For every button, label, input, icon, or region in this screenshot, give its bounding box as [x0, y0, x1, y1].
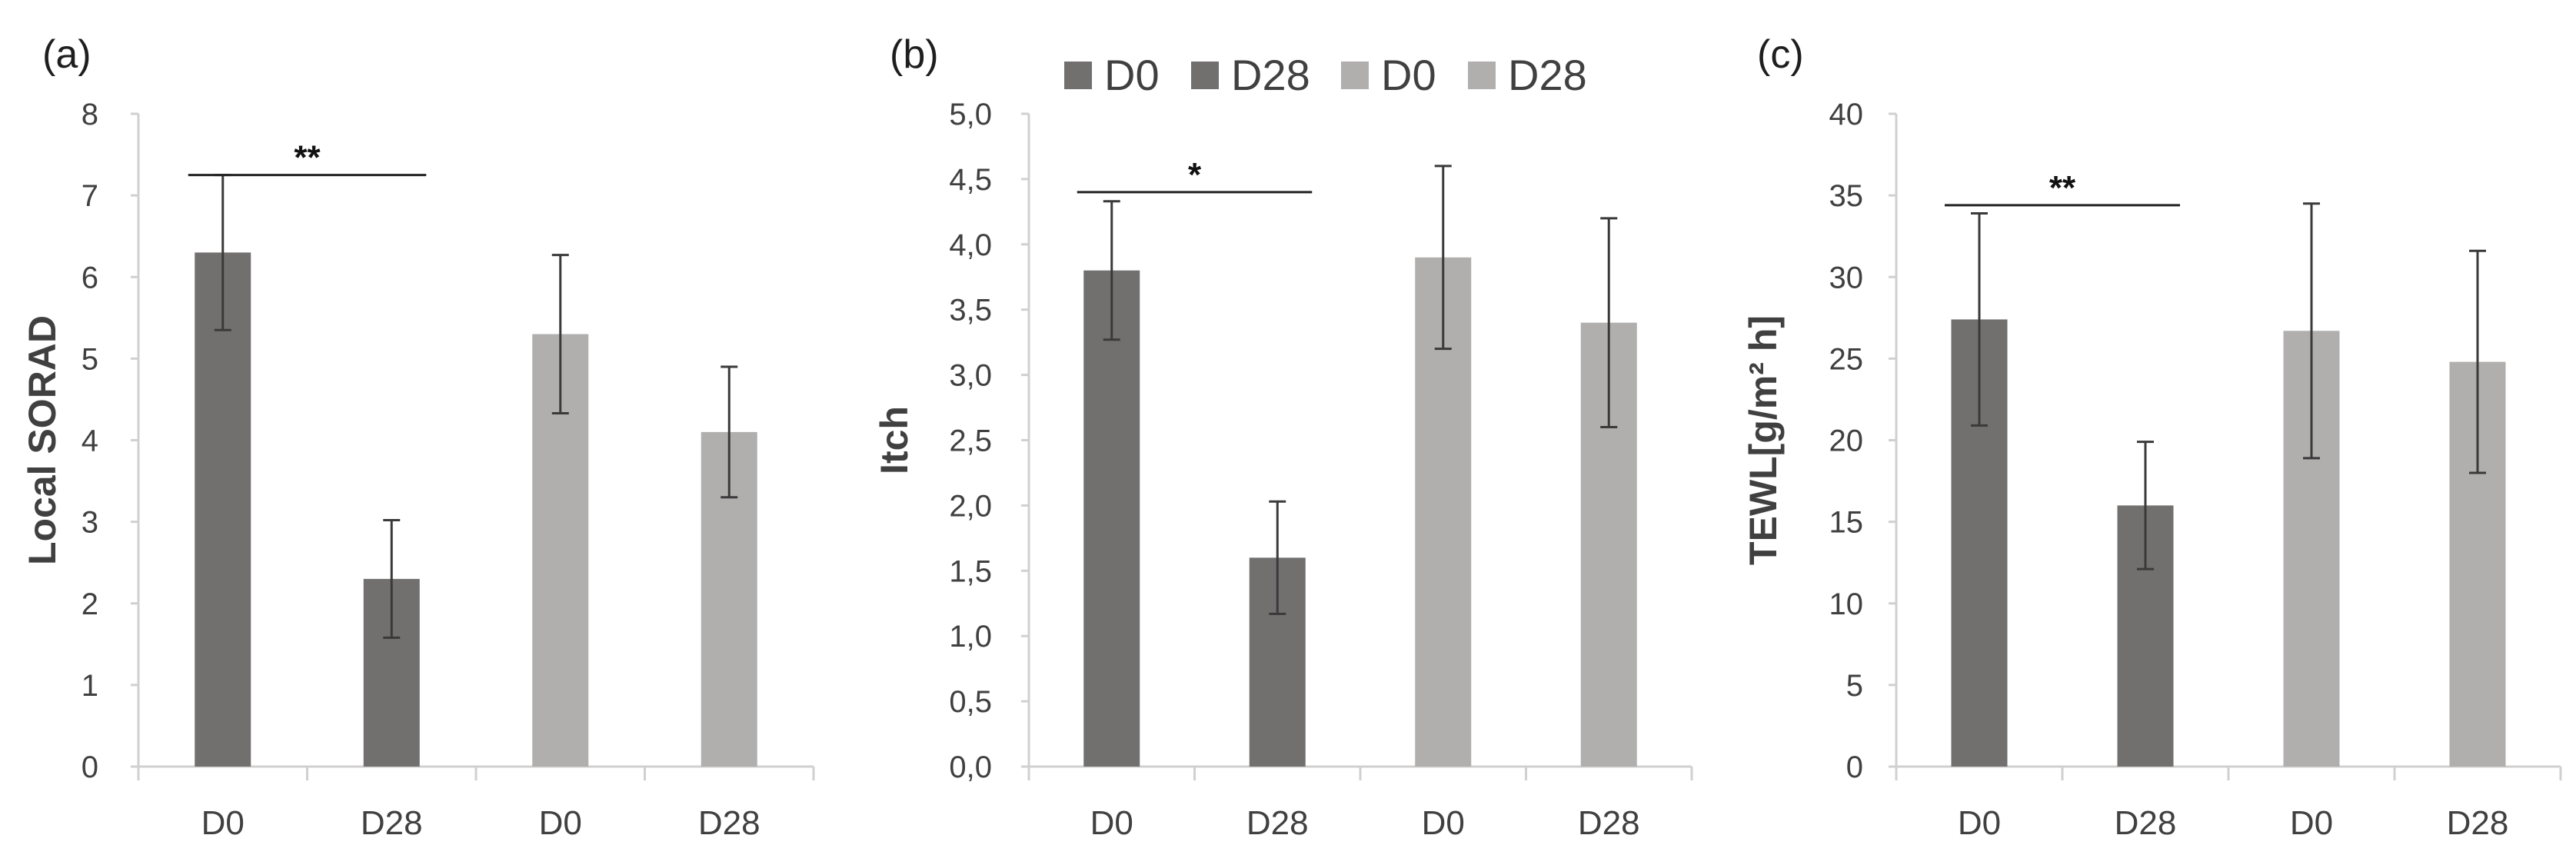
- x-category-label-2: D0: [539, 804, 582, 842]
- y-axis-label: Itch: [873, 406, 916, 474]
- y-tick-label: 0,0: [949, 750, 992, 784]
- y-tick-label: 15: [1829, 506, 1864, 540]
- y-tick-label: 2: [82, 587, 98, 621]
- y-tick-label: 6: [82, 261, 98, 294]
- y-tick-label: 0: [1846, 750, 1863, 784]
- y-tick-label: 5,0: [949, 98, 992, 131]
- panel-b: (b) Itch 0,0 0,5 1,0 1,5 2,0 2,5 3,0 3,5 4,0 4,5 5,0…: [873, 32, 1693, 842]
- y-tick-label: 3: [82, 506, 98, 540]
- legend-swatch-0: [1064, 62, 1092, 89]
- y-tick-label: 2,5: [949, 424, 992, 458]
- x-category-label-0: D0: [201, 804, 245, 842]
- x-category-label-0: D0: [1958, 804, 2001, 842]
- panel-label: (c): [1757, 32, 1804, 77]
- x-category-label-0: D0: [1090, 804, 1133, 842]
- y-tick-label: 5: [82, 342, 98, 376]
- x-category-label-1: D28: [1246, 804, 1309, 842]
- legend-label-1: D28: [1231, 51, 1310, 99]
- x-category-label-2: D0: [1422, 804, 1465, 842]
- y-tick-label: 40: [1829, 98, 1864, 131]
- y-tick-label: 1,0: [949, 620, 992, 654]
- y-axis-label: TEWL[g/m² h]: [1742, 315, 1785, 565]
- y-tick-label: 25: [1829, 342, 1864, 376]
- y-tick-label: 4,0: [949, 228, 992, 262]
- y-tick-label: 3,0: [949, 359, 992, 393]
- y-tick-label: 30: [1829, 261, 1864, 294]
- significance-marker: *: [1188, 156, 1202, 194]
- x-category-label-1: D28: [361, 804, 423, 842]
- legend-label-0: D0: [1104, 51, 1160, 99]
- x-category-label-1: D28: [2115, 804, 2177, 842]
- legend-swatch-3: [1468, 62, 1496, 89]
- y-tick-label: 20: [1829, 424, 1864, 458]
- x-category-label-3: D28: [2447, 804, 2509, 842]
- legend: D0 D28 D0 D28: [1064, 51, 1587, 99]
- y-tick-label: 1,5: [949, 554, 992, 588]
- significance-marker: **: [2049, 169, 2076, 207]
- legend-label-2: D0: [1381, 51, 1436, 99]
- panel-label: (a): [42, 32, 92, 77]
- y-tick-label: 2,0: [949, 489, 992, 523]
- y-tick-label: 0: [82, 750, 98, 784]
- y-tick-label: 10: [1829, 587, 1864, 621]
- significance-marker: **: [294, 139, 321, 177]
- y-tick-label: 5: [1846, 669, 1863, 703]
- y-tick-label: 1: [82, 669, 98, 703]
- y-tick-label: 35: [1829, 179, 1864, 213]
- y-tick-label: 4: [82, 424, 98, 458]
- y-tick-label: 0,5: [949, 685, 992, 719]
- panel-label: (b): [890, 32, 939, 77]
- y-tick-label: 4,5: [949, 163, 992, 197]
- y-tick-label: 8: [82, 98, 98, 131]
- bar-0: [195, 252, 251, 767]
- y-axis-label: Local SORAD: [21, 315, 64, 565]
- x-category-label-3: D28: [1578, 804, 1640, 842]
- x-category-label-2: D0: [2290, 804, 2333, 842]
- y-tick-label: 3,5: [949, 294, 992, 328]
- y-tick-label: 7: [82, 179, 98, 213]
- x-category-label-3: D28: [698, 804, 760, 842]
- legend-swatch-2: [1341, 62, 1369, 89]
- legend-swatch-1: [1191, 62, 1219, 89]
- panel-a: (a) Local SORAD 0 1 2 3 4 5 6 7 8 D0 D28 D0 D28 **: [21, 32, 815, 842]
- panel-c: (c) TEWL[g/m² h] 0 5 10 15 20 25 30 35 40 D0 D28 D0 D2…: [1742, 32, 2562, 842]
- bar-0: [1083, 270, 1140, 767]
- legend-label-3: D28: [1508, 51, 1587, 99]
